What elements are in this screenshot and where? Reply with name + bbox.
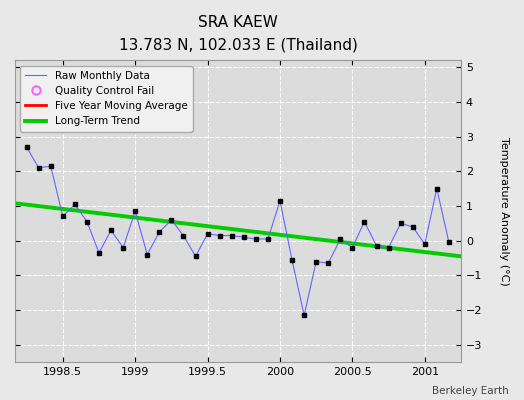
Legend: Raw Monthly Data, Quality Control Fail, Five Year Moving Average, Long-Term Tren: Raw Monthly Data, Quality Control Fail, … <box>20 66 192 132</box>
Raw Monthly Data <box>422 242 428 246</box>
Raw Monthly Data <box>156 230 162 234</box>
Raw Monthly Data <box>289 257 295 262</box>
Raw Monthly Data <box>301 313 307 318</box>
Raw Monthly Data <box>386 245 392 250</box>
Raw Monthly Data <box>397 221 403 226</box>
Raw Monthly Data <box>374 244 380 248</box>
Raw Monthly Data <box>144 252 150 257</box>
Raw Monthly Data <box>24 145 30 150</box>
Raw Monthly Data <box>96 250 102 255</box>
Raw Monthly Data <box>48 164 54 168</box>
Y-axis label: Temperature Anomaly (°C): Temperature Anomaly (°C) <box>499 137 509 286</box>
Raw Monthly Data <box>192 254 199 259</box>
Raw Monthly Data <box>36 166 42 170</box>
Raw Monthly Data <box>204 231 211 236</box>
Raw Monthly Data <box>253 236 259 241</box>
Raw Monthly Data <box>228 233 235 238</box>
Raw Monthly Data <box>168 218 174 222</box>
Raw Monthly Data <box>241 235 247 240</box>
Raw Monthly Data <box>410 224 416 229</box>
Raw Monthly Data <box>84 219 90 224</box>
Raw Monthly Data <box>132 209 138 214</box>
Raw Monthly Data <box>361 219 367 224</box>
Raw Monthly Data <box>72 202 78 207</box>
Raw Monthly Data <box>216 233 223 238</box>
Raw Monthly Data <box>313 259 319 264</box>
Title: SRA KAEW
13.783 N, 102.033 E (Thailand): SRA KAEW 13.783 N, 102.033 E (Thailand) <box>118 15 357 52</box>
Raw Monthly Data <box>120 245 126 250</box>
Line: Raw Monthly Data: Raw Monthly Data <box>27 147 449 315</box>
Raw Monthly Data <box>434 186 440 191</box>
Raw Monthly Data <box>337 236 344 241</box>
Raw Monthly Data <box>265 236 271 241</box>
Raw Monthly Data <box>325 261 331 266</box>
Raw Monthly Data <box>349 245 355 250</box>
Raw Monthly Data <box>60 214 66 219</box>
Text: Berkeley Earth: Berkeley Earth <box>432 386 508 396</box>
Raw Monthly Data <box>108 228 114 233</box>
Raw Monthly Data <box>277 198 283 203</box>
Raw Monthly Data <box>180 233 187 238</box>
Raw Monthly Data <box>446 240 452 245</box>
